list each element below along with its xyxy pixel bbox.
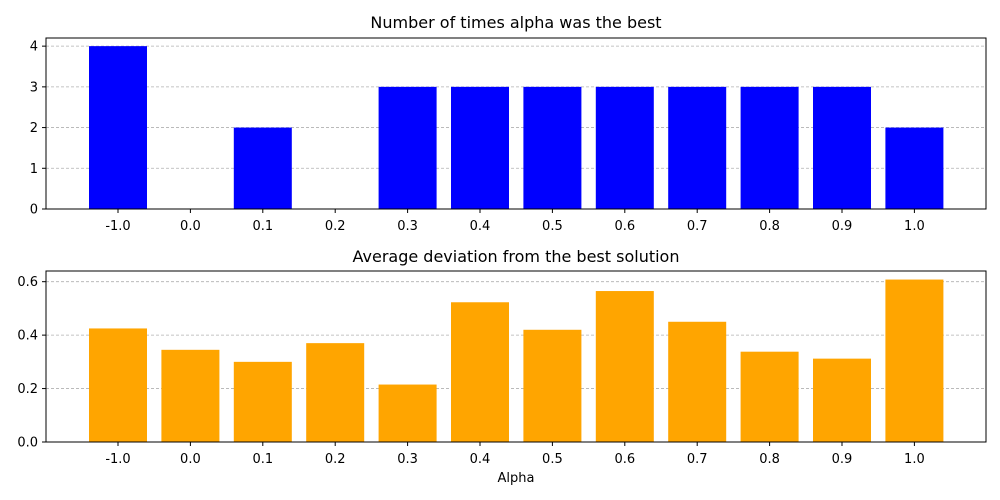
bar (740, 86, 799, 209)
bar (233, 127, 292, 209)
bar (378, 384, 437, 442)
bar (233, 361, 292, 442)
x-tick-label: 0.9 (832, 452, 853, 467)
x-ticks: -1.0 0.0 0.1 0.2 0.3 0.4 0.5 0.6 0.7 0.8 0.9 1.0 (105, 209, 925, 234)
plot-frame (45, 270, 987, 443)
grid-lines (46, 45, 986, 169)
x-tick-label: 0.9 (832, 219, 853, 234)
x-tick-label: 0.4 (470, 219, 491, 234)
x-tick-label: 0.2 (325, 219, 346, 234)
bar (885, 127, 944, 209)
x-tick-label: 0.3 (397, 219, 418, 234)
y-tick-label: 0.4 (17, 329, 38, 344)
y-tick-label: 0.2 (17, 382, 38, 397)
chart-title: Average deviation from the best solution (353, 247, 680, 266)
x-tick-label: 0.1 (252, 219, 273, 234)
y-tick-label: 0.6 (17, 275, 38, 290)
bar (813, 86, 871, 209)
x-tick-label: 0.7 (687, 219, 708, 234)
y-tick-label: 0.0 (17, 436, 38, 451)
bar (451, 86, 509, 209)
x-tick-label: 0.2 (325, 452, 346, 467)
bar (306, 343, 365, 442)
plot-frame (45, 37, 987, 210)
bar (595, 291, 654, 442)
x-tick-label: 0.5 (542, 452, 563, 467)
x-ticks: -1.0 0.0 0.1 0.2 0.3 0.4 0.5 0.6 0.7 0.8 0.9 1.0 (105, 442, 925, 467)
bar (885, 279, 944, 442)
x-tick-label: -1.0 (105, 452, 130, 467)
x-tick-label: 0.6 (614, 452, 635, 467)
bars (89, 279, 944, 442)
x-tick-label: 1.0 (904, 219, 925, 234)
bar (161, 349, 220, 442)
chart-best-count: Number of times alpha was the best -1.0 0… (30, 13, 987, 234)
y-tick-label: 4 (30, 40, 38, 55)
bar (451, 302, 509, 442)
x-tick-label: 0.8 (759, 452, 780, 467)
chart-avg-deviation: Average deviation from the best solution… (17, 247, 987, 486)
x-axis-label: Alpha (498, 471, 535, 486)
bar (523, 86, 582, 209)
bar (523, 329, 582, 442)
x-tick-label: 0.8 (759, 219, 780, 234)
y-tick-label: 1 (30, 162, 38, 177)
y-tick-label: 3 (30, 80, 38, 95)
x-tick-label: 0.1 (252, 452, 273, 467)
bar (89, 46, 147, 210)
bar (378, 86, 437, 209)
bar (89, 328, 147, 442)
x-tick-label: 0.6 (614, 219, 635, 234)
x-tick-label: 0.3 (397, 452, 418, 467)
y-tick-label: 0 (30, 203, 38, 218)
x-tick-label: 0.7 (687, 452, 708, 467)
x-tick-label: 1.0 (904, 452, 925, 467)
bar (740, 351, 799, 442)
x-tick-label: 0.0 (180, 219, 201, 234)
y-ticks: 0.0 0.2 0.4 0.6 (17, 275, 46, 451)
x-tick-label: -1.0 (105, 219, 130, 234)
bar (668, 321, 727, 442)
bar (668, 86, 727, 209)
chart-title: Number of times alpha was the best (370, 13, 661, 32)
x-tick-label: 0.5 (542, 219, 563, 234)
bar (595, 86, 654, 209)
x-tick-label: 0.0 (180, 452, 201, 467)
y-ticks: 0 1 2 3 4 (30, 40, 46, 218)
y-tick-label: 2 (30, 121, 38, 136)
bar (813, 358, 871, 442)
bars (89, 46, 944, 210)
x-tick-label: 0.4 (470, 452, 491, 467)
